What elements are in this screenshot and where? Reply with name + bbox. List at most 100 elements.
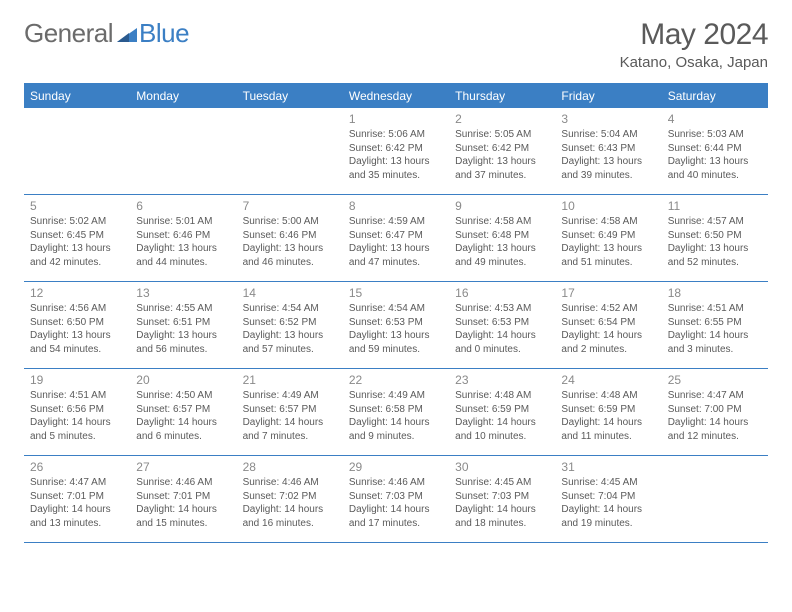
day-info: Sunrise: 5:01 AMSunset: 6:46 PMDaylight:…	[136, 215, 232, 269]
day-cell: 3Sunrise: 5:04 AMSunset: 6:43 PMDaylight…	[555, 108, 661, 194]
day-number: 23	[455, 373, 551, 387]
weekday-header-row: SundayMondayTuesdayWednesdayThursdayFrid…	[24, 85, 768, 108]
week-row: 1Sunrise: 5:06 AMSunset: 6:42 PMDaylight…	[24, 108, 768, 195]
day-info: Sunrise: 4:46 AMSunset: 7:02 PMDaylight:…	[243, 476, 339, 530]
day-number: 3	[561, 112, 657, 126]
header: General Blue May 2024 Katano, Osaka, Jap…	[0, 0, 792, 79]
day-cell: 25 Sunrise: 4:47 AMSunset: 7:00 PMDayligh…	[662, 369, 768, 455]
day-number: 18	[668, 286, 764, 300]
day-cell: 9Sunrise: 4:58 AMSunset: 6:48 PMDaylight…	[449, 195, 555, 281]
logo-text-blue: Blue	[139, 18, 189, 49]
day-info: Sunrise: 4:49 AMSunset: 6:58 PMDaylight:…	[349, 389, 445, 443]
day-number: 12	[30, 286, 126, 300]
weekday-header-cell: Monday	[130, 85, 236, 108]
day-number: 5	[30, 199, 126, 213]
day-number: 15	[349, 286, 445, 300]
day-cell: 18 Sunrise: 4:51 AMSunset: 6:55 PMDayligh…	[662, 282, 768, 368]
day-cell: 7Sunrise: 5:00 AMSunset: 6:46 PMDaylight…	[237, 195, 343, 281]
day-info: Sunrise: 4:51 AMSunset: 6:56 PMDaylight:…	[30, 389, 126, 443]
day-cell: 2 Sunrise: 5:05 AMSunset: 6:42 PMDaylight…	[449, 108, 555, 194]
day-cell: 10Sunrise: 4:58 AMSunset: 6:49 PMDayligh…	[555, 195, 661, 281]
week-row: 26 Sunrise: 4:47 AMSunset: 7:01 PMDayligh…	[24, 456, 768, 543]
day-info: Sunrise: 4:46 AMSunset: 7:01 PMDaylight:…	[136, 476, 232, 530]
weeks-container: 1Sunrise: 5:06 AMSunset: 6:42 PMDaylight…	[24, 108, 768, 543]
day-info: Sunrise: 4:58 AMSunset: 6:49 PMDaylight:…	[561, 215, 657, 269]
day-cell: 21 Sunrise: 4:49 AMSunset: 6:57 PMDayligh…	[237, 369, 343, 455]
day-cell: 6 Sunrise: 5:01 AMSunset: 6:46 PMDaylight…	[130, 195, 236, 281]
day-number: 21	[243, 373, 339, 387]
location-label: Katano, Osaka, Japan	[620, 54, 768, 71]
day-cell	[237, 108, 343, 194]
day-info: Sunrise: 4:56 AMSunset: 6:50 PMDaylight:…	[30, 302, 126, 356]
day-info: Sunrise: 4:46 AMSunset: 7:03 PMDaylight:…	[349, 476, 445, 530]
day-info: Sunrise: 4:48 AMSunset: 6:59 PMDaylight:…	[455, 389, 551, 443]
day-cell: 17 Sunrise: 4:52 AMSunset: 6:54 PMDayligh…	[555, 282, 661, 368]
day-info: Sunrise: 4:49 AMSunset: 6:57 PMDaylight:…	[243, 389, 339, 443]
day-info: Sunrise: 4:54 AMSunset: 6:53 PMDaylight:…	[349, 302, 445, 356]
day-number: 24	[561, 373, 657, 387]
weekday-header-cell: Saturday	[662, 85, 768, 108]
weekday-header-cell: Wednesday	[343, 85, 449, 108]
day-number: 13	[136, 286, 232, 300]
day-cell: 14Sunrise: 4:54 AMSunset: 6:52 PMDayligh…	[237, 282, 343, 368]
weekday-header-cell: Tuesday	[237, 85, 343, 108]
day-number: 31	[561, 460, 657, 474]
day-cell: 24 Sunrise: 4:48 AMSunset: 6:59 PMDayligh…	[555, 369, 661, 455]
logo-text-general: General	[24, 18, 113, 49]
calendar: SundayMondayTuesdayWednesdayThursdayFrid…	[24, 83, 768, 543]
day-cell	[24, 108, 130, 194]
day-number: 25	[668, 373, 764, 387]
day-number: 30	[455, 460, 551, 474]
day-cell: 27Sunrise: 4:46 AMSunset: 7:01 PMDayligh…	[130, 456, 236, 542]
day-number: 2	[455, 112, 551, 126]
day-cell	[662, 456, 768, 542]
day-number: 6	[136, 199, 232, 213]
day-info: Sunrise: 4:47 AMSunset: 7:00 PMDaylight:…	[668, 389, 764, 443]
day-info: Sunrise: 4:51 AMSunset: 6:55 PMDaylight:…	[668, 302, 764, 356]
day-number: 20	[136, 373, 232, 387]
day-number: 4	[668, 112, 764, 126]
title-block: May 2024 Katano, Osaka, Japan	[620, 18, 768, 71]
day-number: 8	[349, 199, 445, 213]
day-cell: 19 Sunrise: 4:51 AMSunset: 6:56 PMDayligh…	[24, 369, 130, 455]
day-info: Sunrise: 5:02 AMSunset: 6:45 PMDaylight:…	[30, 215, 126, 269]
day-info: Sunrise: 4:45 AMSunset: 7:04 PMDaylight:…	[561, 476, 657, 530]
day-cell: 26 Sunrise: 4:47 AMSunset: 7:01 PMDayligh…	[24, 456, 130, 542]
day-number: 22	[349, 373, 445, 387]
day-info: Sunrise: 4:48 AMSunset: 6:59 PMDaylight:…	[561, 389, 657, 443]
day-info: Sunrise: 4:57 AMSunset: 6:50 PMDaylight:…	[668, 215, 764, 269]
day-cell: 16 Sunrise: 4:53 AMSunset: 6:53 PMDayligh…	[449, 282, 555, 368]
weekday-header-cell: Thursday	[449, 85, 555, 108]
month-title: May 2024	[620, 18, 768, 52]
day-cell: 20Sunrise: 4:50 AMSunset: 6:57 PMDayligh…	[130, 369, 236, 455]
day-number: 19	[30, 373, 126, 387]
day-number: 28	[243, 460, 339, 474]
day-number: 17	[561, 286, 657, 300]
day-info: Sunrise: 4:47 AMSunset: 7:01 PMDaylight:…	[30, 476, 126, 530]
day-cell: 13 Sunrise: 4:55 AMSunset: 6:51 PMDayligh…	[130, 282, 236, 368]
day-info: Sunrise: 5:05 AMSunset: 6:42 PMDaylight:…	[455, 128, 551, 182]
day-info: Sunrise: 4:59 AMSunset: 6:47 PMDaylight:…	[349, 215, 445, 269]
day-number: 11	[668, 199, 764, 213]
week-row: 19 Sunrise: 4:51 AMSunset: 6:56 PMDayligh…	[24, 369, 768, 456]
day-number: 29	[349, 460, 445, 474]
day-number: 16	[455, 286, 551, 300]
day-cell: 28 Sunrise: 4:46 AMSunset: 7:02 PMDayligh…	[237, 456, 343, 542]
day-number: 9	[455, 199, 551, 213]
day-info: Sunrise: 4:52 AMSunset: 6:54 PMDaylight:…	[561, 302, 657, 356]
day-cell: 1Sunrise: 5:06 AMSunset: 6:42 PMDaylight…	[343, 108, 449, 194]
weekday-header-cell: Sunday	[24, 85, 130, 108]
logo-triangle-icon	[117, 26, 137, 47]
logo: General Blue	[24, 18, 189, 49]
day-number: 26	[30, 460, 126, 474]
day-cell: 29 Sunrise: 4:46 AMSunset: 7:03 PMDayligh…	[343, 456, 449, 542]
day-cell: 23 Sunrise: 4:48 AMSunset: 6:59 PMDayligh…	[449, 369, 555, 455]
day-cell: 31 Sunrise: 4:45 AMSunset: 7:04 PMDayligh…	[555, 456, 661, 542]
day-cell: 30Sunrise: 4:45 AMSunset: 7:03 PMDayligh…	[449, 456, 555, 542]
day-number: 14	[243, 286, 339, 300]
day-cell: 12 Sunrise: 4:56 AMSunset: 6:50 PMDayligh…	[24, 282, 130, 368]
day-info: Sunrise: 5:03 AMSunset: 6:44 PMDaylight:…	[668, 128, 764, 182]
day-info: Sunrise: 4:53 AMSunset: 6:53 PMDaylight:…	[455, 302, 551, 356]
day-info: Sunrise: 4:55 AMSunset: 6:51 PMDaylight:…	[136, 302, 232, 356]
week-row: 5 Sunrise: 5:02 AMSunset: 6:45 PMDaylight…	[24, 195, 768, 282]
